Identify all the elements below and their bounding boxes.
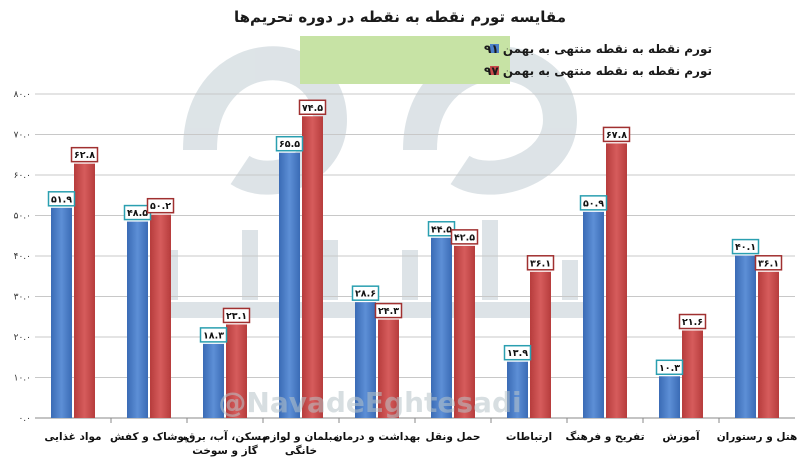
legend-swatch-1: [490, 44, 499, 53]
bar-bahman-91: [127, 221, 148, 418]
data-label: ۱۰.۳: [659, 363, 680, 374]
data-label-box: [146, 197, 175, 214]
data-label-box: [199, 327, 228, 343]
bar-bahman-97: [454, 245, 475, 418]
x-tick-label: پوشاک و کفش: [110, 431, 188, 443]
data-label-box: [655, 359, 684, 376]
data-label: ۶۷.۸: [606, 130, 627, 141]
bar-bahman-91: [355, 302, 376, 418]
data-label-box: [374, 302, 403, 319]
data-label-box: [427, 221, 456, 237]
data-label: ۴۸.۵: [127, 208, 148, 219]
data-label: ۱۸.۳: [203, 330, 224, 341]
legend-label-2: تورم نقطه به نقطه منتهی به بهمن ۹۷: [484, 64, 712, 79]
data-label-box: [678, 313, 707, 330]
bar-bahman-97: [74, 163, 95, 418]
data-label-box: [731, 238, 760, 255]
x-tick-label: ارتباطات: [506, 431, 552, 443]
data-label-box: [503, 344, 532, 361]
bar-bahman-91: [659, 376, 680, 418]
data-label-box: [275, 135, 304, 152]
chart-title: مقایسه تورم نقطه به نقطه در دوره تحریم‌ه…: [234, 8, 566, 26]
data-label-box: [298, 99, 327, 116]
bar-bahman-91: [51, 207, 72, 418]
bar-bahman-97: [302, 116, 323, 419]
bar-bahman-91: [203, 343, 224, 418]
data-label-box: [47, 191, 76, 207]
data-label: ۶۵.۵: [279, 139, 300, 150]
data-label-box: [579, 195, 608, 211]
legend: تورم نقطه به نقطه منتهی به بهمن ۹۱ تورم …: [300, 36, 712, 84]
bar-bahman-97: [682, 330, 703, 418]
data-label-box: [70, 146, 99, 163]
data-label: ۵۰.۲: [150, 201, 171, 212]
y-tick-label: ۷۰.۰: [14, 131, 31, 141]
bars: [51, 116, 779, 419]
x-tick-label: حمل ونقل: [425, 431, 480, 443]
x-tick-label: مبلمان و لوازم: [263, 431, 340, 443]
x-tick-label: آموزش: [662, 430, 700, 443]
data-label: ۶۲.۸: [74, 150, 95, 161]
data-label-box: [351, 285, 380, 301]
y-tick-label: ۲۰.۰: [14, 333, 31, 343]
bar-bahman-97: [758, 271, 779, 418]
data-label: ۴۴.۵: [431, 224, 452, 235]
data-label: ۴۰.۱: [735, 242, 756, 253]
data-label: ۳۶.۱: [758, 258, 779, 269]
y-tick-label: ۵۰.۰: [14, 212, 31, 222]
x-tick-label: مواد غذایی: [44, 431, 101, 443]
data-label-box: [450, 229, 479, 245]
legend-label-1: تورم نقطه به نقطه منتهی به بهمن ۹۱: [484, 42, 712, 57]
x-tick-label: گاز و سوخت: [192, 444, 258, 457]
bar-bahman-91: [279, 152, 300, 418]
x-tick-label: بهداشت و درمان: [334, 431, 421, 443]
y-tick-label: ۶۰.۰: [14, 171, 31, 181]
data-label: ۲۸.۶: [355, 289, 376, 300]
data-label: ۷۴.۵: [302, 103, 323, 114]
legend-swatch-2: [490, 66, 499, 75]
y-tick-label: ۰.۰: [18, 414, 31, 424]
watermark-handle: @NavadeEghtesadi: [218, 386, 521, 419]
bar-bahman-97: [378, 319, 399, 418]
y-tick-label: ۴۰.۰: [14, 252, 31, 262]
x-tick-label: تفریح و فرهنگ: [565, 430, 644, 443]
bar-bahman-91: [507, 361, 528, 418]
data-label: ۲۳.۱: [226, 311, 247, 322]
data-label: ۵۱.۹: [51, 194, 72, 205]
data-label-box: [222, 307, 251, 324]
bar-bahman-91: [431, 237, 452, 418]
data-label-box: [754, 255, 783, 271]
x-tick-label: خانگی: [285, 444, 317, 457]
bar-bahman-91: [583, 211, 604, 418]
bar-bahman-97: [150, 214, 171, 418]
data-label-box: [602, 126, 631, 143]
legend-box: [300, 36, 510, 84]
data-label: ۲۱.۶: [682, 317, 703, 328]
y-axis: ۰.۰ ۱۰.۰ ۲۰.۰ ۳۰.۰ ۴۰.۰ ۵۰.۰ ۶۰.۰ ۷۰.۰ ۸۰.۰: [14, 90, 31, 424]
x-tick-label: هتل و رستوران: [717, 431, 798, 443]
data-label: ۵۰.۹: [583, 198, 604, 209]
data-label: ۴۲.۵: [454, 232, 475, 243]
bar-bahman-91: [735, 255, 756, 418]
y-tick-label: ۸۰.۰: [14, 90, 31, 100]
data-label: ۳۶.۱: [530, 258, 551, 269]
bar-bahman-97: [226, 324, 247, 418]
y-tick-label: ۱۰.۰: [14, 374, 31, 384]
bar-bahman-97: [606, 143, 627, 418]
data-label-box: [526, 255, 555, 271]
y-tick-label: ۳۰.۰: [14, 293, 31, 303]
x-tick-label: مسکن، آب، برق،: [182, 430, 268, 443]
data-label: ۱۳.۹: [507, 348, 528, 359]
bar-bahman-97: [530, 271, 551, 418]
data-label: ۲۴.۳: [378, 306, 399, 317]
data-labels: ۵۱.۹ ۶۲.۸ ۴۸.۵۵۰.۲ ۱۸.۳۲۳.۱ ۶۵.۵ ۷۴.۵ ۲۸.۶۲۴.۳…: [47, 99, 783, 376]
